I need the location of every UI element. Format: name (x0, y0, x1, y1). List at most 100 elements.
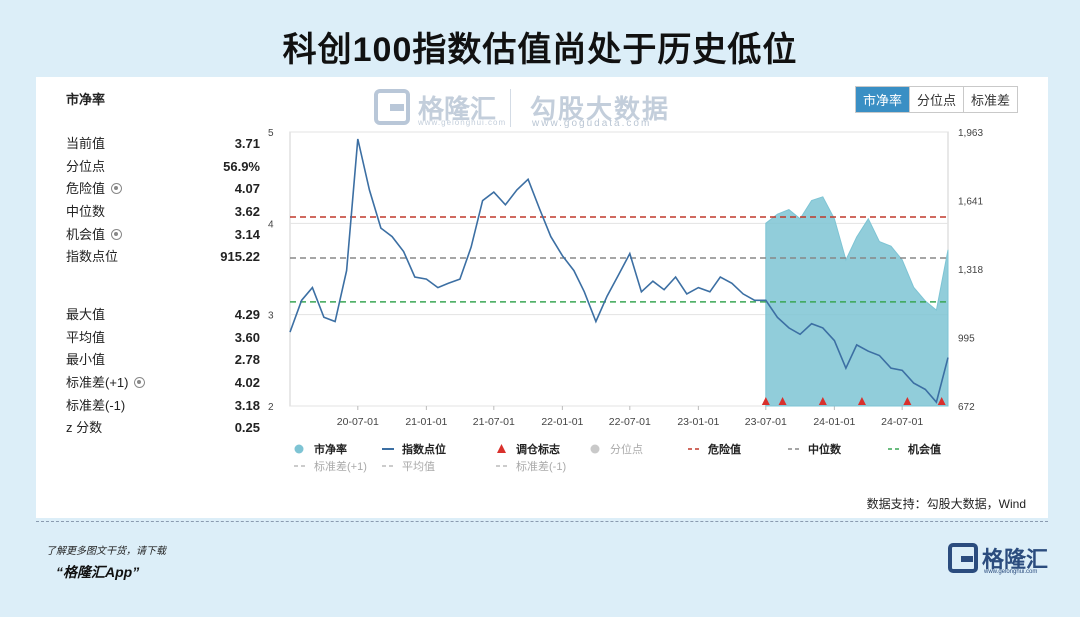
legend-label: 标准差(+1) (314, 459, 367, 473)
x-tick-label: 21-01-01 (405, 416, 447, 428)
y-right-tick: 1,963 (958, 128, 983, 139)
stat-row: 指数点位 915.22 (66, 246, 260, 269)
x-tick-label: 23-07-01 (745, 416, 787, 428)
legend-label: 平均值 (402, 460, 435, 473)
rebalance-marker (937, 397, 946, 405)
rebalance-marker (818, 397, 827, 405)
stat-value: 3.60 (234, 329, 260, 345)
x-tick-label: 22-07-01 (609, 416, 651, 428)
stat-label: 标准差(-1) (66, 395, 125, 417)
brand-g-icon (948, 543, 978, 573)
stat-value: 3.14 (234, 226, 260, 242)
settings-gear-icon[interactable] (134, 377, 146, 389)
x-tick-label: 24-07-01 (881, 416, 923, 428)
stat-value: 2.78 (234, 352, 260, 368)
tab-0[interactable]: 市净率 (855, 87, 909, 112)
y-right-tick: 672 (958, 402, 975, 413)
stat-value: 4.07 (234, 181, 260, 197)
x-tick-label: 23-01-01 (677, 416, 719, 428)
stat-label: 指数点位 (66, 246, 118, 268)
stat-label-text: 标准差(+1) (66, 375, 129, 391)
x-tick-label: 24-01-01 (813, 416, 855, 428)
page-title: 科创100指数估值尚处于历史低位 (282, 31, 798, 69)
brand-logo: 格隆汇 www.gelonghui.com (948, 540, 1048, 580)
stat-label-text: 危险值 (66, 181, 106, 197)
rebalance-marker (903, 397, 912, 405)
legend-label: 市净率 (314, 442, 347, 456)
rebalance-marker (761, 397, 770, 405)
stat-label: 中位数 (66, 201, 105, 223)
stat-row: 危险值 4.07 (66, 178, 260, 201)
index-line (289, 138, 949, 404)
stat-label: 标准差(+1) (66, 372, 146, 394)
stat-label-text: 中位数 (66, 204, 106, 220)
stat-value: 56.9% (223, 158, 260, 174)
stat-value: 3.62 (234, 204, 260, 220)
footer-cta: 了解更多图文干货，请下载 (46, 546, 166, 557)
watermark-brand: 格隆汇 (418, 94, 497, 124)
y-left-tick: 2 (268, 402, 274, 413)
watermark-divider (510, 89, 511, 127)
y-left-tick: 4 (268, 219, 274, 230)
data-source: 数据支持：勾股大数据，Wind (866, 497, 1026, 511)
stat-row: 标准差(+1) 4.02 (66, 372, 260, 395)
stats-panel-2: 最大值 4.29 平均值 3.60 最小值 2.78 标准差(+1) 4.02 标准差(-1) 3… (66, 304, 260, 440)
stat-label-text: 标准差(-1) (66, 397, 126, 413)
brand-sub: www.gelonghui.com (984, 569, 1038, 575)
stat-label: 危险值 (66, 178, 123, 200)
y-right-tick: 995 (958, 333, 975, 344)
divider (36, 521, 1048, 522)
stat-value: 4.29 (234, 307, 260, 322)
y-left-tick: 5 (268, 128, 274, 139)
stat-value: 3.71 (234, 136, 260, 151)
stat-label-text: 指数点位 (66, 249, 119, 265)
rebalance-marker (857, 397, 866, 405)
pb-area (765, 196, 949, 407)
footer-app-name: “格隆汇App” (56, 564, 140, 580)
legend-label: 分位点 (610, 442, 643, 456)
y-right-tick: 1,318 (958, 265, 983, 276)
tab-1[interactable]: 分位点 (908, 87, 963, 112)
stat-row: 最大值 4.29 (66, 304, 260, 327)
stat-label: 最大值 (66, 304, 105, 326)
stat-label: 平均值 (66, 327, 105, 349)
legend-label: 机会值 (908, 442, 941, 456)
rebalance-marker (778, 397, 787, 405)
tab-2[interactable]: 标准差 (962, 87, 1017, 112)
watermark-partner-sub: www.gogudata.com (532, 118, 652, 129)
stat-value: 4.02 (234, 375, 260, 391)
legend-swatch (497, 444, 506, 453)
stat-label-text: z 分数 (66, 420, 103, 436)
watermark: 格隆汇 www.gelonghui.com 勾股大数据 www.gogudata… (374, 85, 674, 131)
stat-label-text: 分位点 (66, 158, 106, 174)
brand-name: 格隆汇 (982, 547, 1049, 572)
legend-label: 危险值 (707, 442, 741, 456)
panel-title: 市净率 (66, 92, 106, 107)
legend-label: 中位数 (808, 442, 842, 456)
stat-label: 机会值 (66, 224, 123, 246)
stat-label-text: 最大值 (66, 307, 106, 322)
stat-label: 分位点 (66, 156, 105, 178)
y-left-tick: 3 (268, 311, 274, 322)
stat-row: 当前值 3.71 (66, 133, 260, 156)
pb-chart: 5 4 3 2 1,963 1,641 1,318 995 672 20-07-01 21-01-0… (268, 128, 983, 473)
stat-value: 3.18 (234, 397, 260, 413)
settings-gear-icon[interactable] (111, 183, 123, 195)
stat-row: 分位点 56.9% (66, 156, 260, 179)
stat-row: 机会值 3.14 (66, 224, 260, 247)
legend-swatch (590, 444, 600, 454)
legend-label: 调仓标志 (516, 442, 560, 456)
watermark-brand-sub: www.gelonghui.com (418, 118, 507, 127)
x-tick-label: 21-07-01 (473, 416, 515, 428)
stat-label-text: 平均值 (66, 329, 106, 345)
stat-row: 最小值 2.78 (66, 349, 260, 372)
stat-row: 中位数 3.62 (66, 201, 260, 224)
stat-value: 0.25 (234, 420, 260, 436)
stat-label-text: 当前值 (66, 136, 106, 151)
chart-card: 市净率 当前值 3.71 分位点 56.9% 危险值 4.07 中位数 3.62 机会值 3.14… (36, 77, 1048, 518)
stat-label-text: 最小值 (66, 352, 106, 368)
settings-gear-icon[interactable] (111, 228, 123, 240)
stat-row: 标准差(-1) 3.18 (66, 395, 260, 418)
watermark-partner: 勾股大数据 (530, 94, 671, 124)
legend-label: 指数点位 (402, 442, 446, 456)
